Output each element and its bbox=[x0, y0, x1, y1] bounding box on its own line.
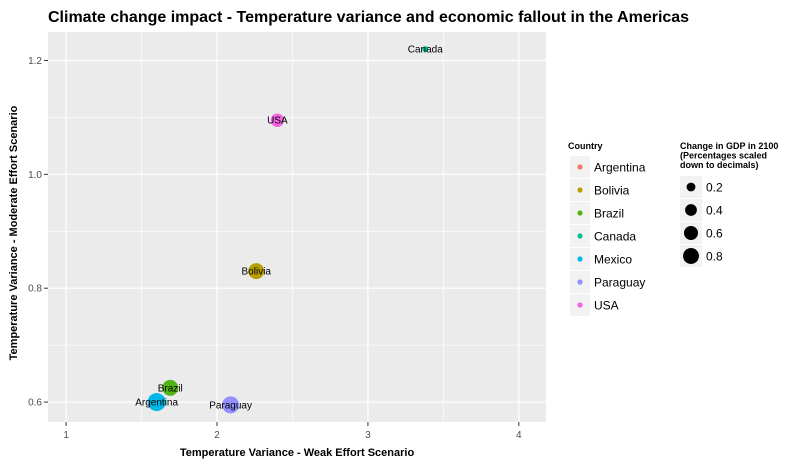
point-label-canada: Canada bbox=[408, 45, 443, 56]
x-tick-label: 3 bbox=[365, 430, 371, 441]
size-legend-swatch bbox=[683, 225, 699, 241]
color-legend-label-brazil: Brazil bbox=[594, 207, 624, 221]
axis-ticks: 1 2 3 4 0.6 0.8 1.0 1.2 bbox=[28, 56, 522, 441]
size-legend-label: 0.6 bbox=[706, 227, 723, 241]
color-legend-swatch-brazil bbox=[577, 210, 583, 216]
color-legend-swatch-mexico bbox=[577, 256, 583, 262]
y-tick-label: 0.6 bbox=[28, 398, 42, 409]
point-labels: Argentina Bolivia Brazil Canada Paraguay USA bbox=[135, 45, 443, 412]
color-legend-title: Country bbox=[568, 141, 603, 151]
color-legend-label-bolivia: Bolivia bbox=[594, 184, 630, 198]
size-legend-title-line: (Percentages scaled bbox=[680, 151, 767, 161]
color-legend: Country Argentina Bolivia Brazil Canada Mexic… bbox=[568, 141, 646, 316]
x-tick-label: 1 bbox=[63, 430, 69, 441]
color-legend-swatch-argentina bbox=[577, 164, 583, 170]
y-tick-label: 0.8 bbox=[28, 284, 42, 295]
point-label-bolivia: Bolivia bbox=[242, 267, 272, 278]
size-legend-title-line: Change in GDP in 2100 bbox=[680, 141, 778, 151]
point-usa bbox=[270, 113, 285, 127]
chart-title: Climate change impact - Temperature vari… bbox=[48, 9, 689, 26]
color-legend-swatch-canada bbox=[577, 233, 583, 239]
size-legend-swatch bbox=[683, 248, 699, 264]
point-label-argentina: Argentina bbox=[135, 398, 178, 409]
x-axis-title: Temperature Variance - Weak Effort Scena… bbox=[180, 447, 415, 459]
size-legend: Change in GDP in 2100(Percentages scaled… bbox=[680, 141, 778, 267]
x-tick-label: 2 bbox=[214, 430, 220, 441]
y-tick-label: 1.0 bbox=[28, 170, 42, 181]
y-axis-title: Temperature Variance - Moderate Effort S… bbox=[8, 105, 20, 360]
plot-panel bbox=[48, 32, 546, 422]
point-bolivia bbox=[248, 263, 265, 280]
color-legend-label-argentina: Argentina bbox=[594, 161, 646, 175]
point-canada bbox=[422, 46, 429, 53]
size-legend-label: 0.4 bbox=[706, 204, 723, 218]
size-legend-label: 0.2 bbox=[706, 181, 723, 195]
color-legend-label-canada: Canada bbox=[594, 230, 636, 244]
color-legend-label-usa: USA bbox=[594, 299, 619, 313]
y-tick-label: 1.2 bbox=[28, 56, 42, 67]
size-legend-label: 0.8 bbox=[706, 250, 723, 264]
size-legend-title-line: down to decimals) bbox=[680, 160, 759, 170]
point-argentina bbox=[147, 393, 166, 412]
grid-lines bbox=[48, 32, 546, 422]
color-legend-label-mexico: Mexico bbox=[594, 253, 632, 267]
x-tick-label: 4 bbox=[516, 430, 522, 441]
size-legend-swatch bbox=[686, 182, 696, 192]
point-label-paraguay: Paraguay bbox=[209, 400, 252, 411]
point-label-usa: USA bbox=[267, 116, 288, 127]
point-label-brazil: Brazil bbox=[158, 383, 183, 394]
color-legend-label-paraguay: Paraguay bbox=[594, 276, 645, 290]
color-legend-swatch-bolivia bbox=[577, 187, 583, 193]
point-brazil bbox=[162, 379, 179, 396]
data-points bbox=[147, 46, 429, 414]
color-legend-swatch-usa bbox=[577, 302, 583, 308]
point-paraguay bbox=[222, 396, 240, 414]
color-legend-swatch-paraguay bbox=[577, 279, 583, 285]
size-legend-swatch bbox=[685, 204, 697, 216]
